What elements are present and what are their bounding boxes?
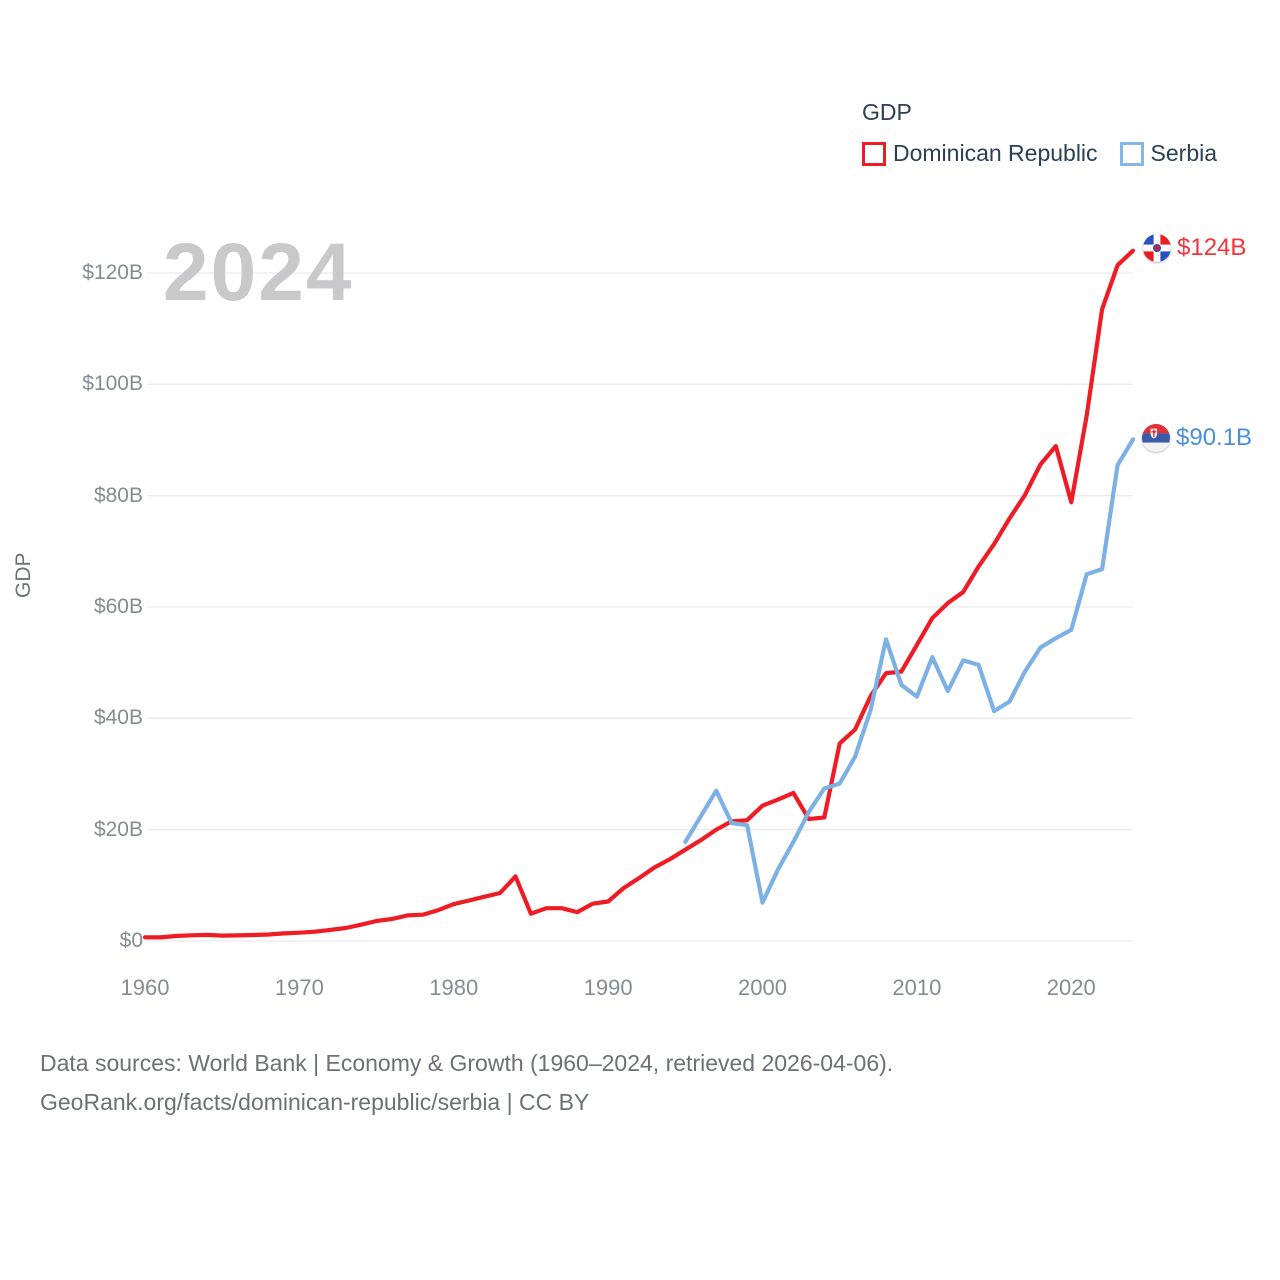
dominican-republic-swatch-icon <box>862 141 886 166</box>
end-label-serbia: $90.1B <box>1142 424 1252 452</box>
line-dominican-republic <box>142 248 1136 940</box>
y-tick-label: $0 <box>119 929 143 952</box>
year-watermark: 2024 <box>163 227 354 318</box>
end-value-serbia: $90.1B <box>1176 424 1253 451</box>
y-tick-label: $60B <box>93 595 143 618</box>
footer: Data sources: World Bank | Economy & Gro… <box>40 1044 893 1122</box>
footer-sources: Data sources: World Bank | Economy & Gro… <box>40 1050 894 1076</box>
x-tick-label: 2000 <box>738 975 787 1000</box>
legend-title: GDP <box>862 99 912 125</box>
end-label-dominican-republic: $124B <box>1143 234 1246 262</box>
x-tick-label: 1960 <box>120 975 170 1000</box>
serbia-swatch-icon <box>1119 141 1144 166</box>
y-tick-label: $80B <box>93 483 143 507</box>
legend-item-serbia[interactable]: Serbia <box>1119 140 1218 167</box>
x-tick-label: 2010 <box>892 975 942 1000</box>
x-tick-label: 1990 <box>583 975 633 1000</box>
y-tick-label: $20B <box>93 817 143 841</box>
footer-attribution: GeoRank.org/facts/dominican-republic/ser… <box>40 1089 590 1115</box>
dominican-republic-flag-icon <box>1143 234 1171 262</box>
legend-item-label: Dominican Republic <box>893 140 1098 166</box>
legend-item-label: Serbia <box>1150 140 1218 166</box>
y-tick-label: $120B <box>82 261 143 284</box>
line-serbia <box>683 437 1136 905</box>
x-tick-label: 2020 <box>1046 975 1096 1000</box>
y-tick-label: $40B <box>93 706 143 730</box>
end-value-dominican-republic: $124B <box>1177 234 1247 261</box>
legend: GDP Dominican Republic Serbia <box>862 99 1217 167</box>
x-tick-label: 1970 <box>274 975 324 1000</box>
x-tick-label: 1980 <box>429 975 479 1000</box>
serbia-flag-icon <box>1142 424 1170 452</box>
y-tick-label: $100B <box>82 372 143 396</box>
legend-items: Dominican Republic Serbia <box>862 140 1217 167</box>
legend-item-dominican-republic[interactable]: Dominican Republic <box>862 140 1098 167</box>
